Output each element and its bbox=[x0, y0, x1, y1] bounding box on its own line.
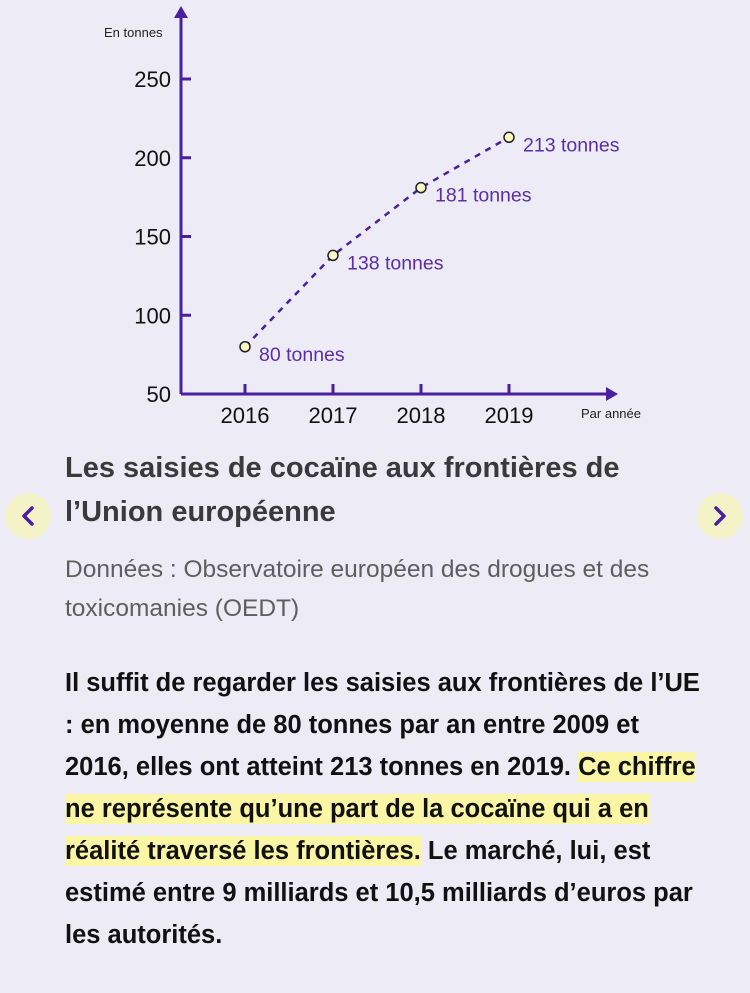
chart-axes: En tonnes Par année 50 100 150 200 250 2016 2017… bbox=[104, 6, 641, 428]
chevron-right-icon bbox=[714, 506, 726, 526]
y-axis-arrow bbox=[174, 6, 188, 18]
chart-caption-title: Les saisies de cocaïne aux frontières de… bbox=[65, 452, 620, 528]
article-text-part: Il suffit de regarder les saisies aux fr… bbox=[65, 669, 700, 781]
y-tick-label: 200 bbox=[134, 146, 171, 171]
data-label: 213 tonnes bbox=[523, 134, 620, 156]
chart-data-source: Données : Observatoire européen des drog… bbox=[65, 556, 650, 622]
previous-button[interactable] bbox=[5, 493, 51, 539]
x-tick-label: 2016 bbox=[221, 403, 270, 428]
article-text-part: Le marché, lui, est estimé entre 9 milli… bbox=[65, 837, 693, 949]
data-point bbox=[415, 181, 427, 194]
y-tick-label: 150 bbox=[134, 225, 171, 250]
cocaine-seizures-chart: En tonnes Par année 50 100 150 200 250 2016 2017… bbox=[104, 6, 641, 428]
next-button[interactable] bbox=[697, 493, 743, 539]
data-label: 80 tonnes bbox=[259, 344, 345, 366]
x-tick-label: 2019 bbox=[485, 403, 534, 428]
x-axis-arrow bbox=[606, 387, 618, 401]
y-tick-label: 50 bbox=[147, 382, 171, 407]
x-tick-label: 2017 bbox=[309, 403, 358, 428]
y-tick-label: 100 bbox=[134, 303, 171, 328]
y-axis-title: En tonnes bbox=[104, 25, 163, 40]
data-label: 138 tonnes bbox=[347, 252, 444, 274]
x-tick-label: 2018 bbox=[397, 403, 446, 428]
y-tick-label: 250 bbox=[134, 67, 171, 92]
series-line bbox=[244, 136, 510, 348]
data-label: 181 tonnes bbox=[435, 185, 532, 207]
data-point bbox=[503, 131, 515, 144]
x-axis-title: Par année bbox=[581, 406, 641, 421]
chart-series: 80 tonnes 138 tonnes 181 tonnes 213 tonnes bbox=[239, 131, 620, 366]
data-point bbox=[327, 249, 339, 262]
data-point bbox=[239, 341, 251, 353]
chevron-left-icon bbox=[22, 506, 34, 526]
article-paragraph: Il suffit de regarder les saisies aux fr… bbox=[65, 662, 705, 956]
